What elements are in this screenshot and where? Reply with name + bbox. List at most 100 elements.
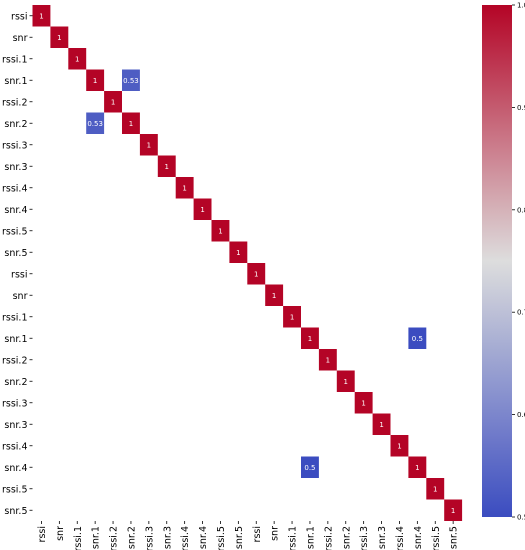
x-tick-label: rssi: [37, 526, 48, 542]
colorbar-tick-label: 0.9: [517, 104, 525, 112]
colorbar: 0.5 0.6 0.7 0.8 0.9 1.0: [482, 2, 525, 522]
heatmap-cell-value: 1: [57, 34, 61, 42]
x-tick-label: snr.5: [234, 526, 245, 549]
y-tick-label: snr: [13, 291, 28, 302]
x-tick-label: snr.3: [377, 526, 388, 549]
y-tick-label: snr.5: [4, 506, 27, 517]
y-tick-label: snr.2: [4, 119, 27, 130]
heatmap-cell-value: 1: [379, 421, 383, 429]
heatmap-cell-value: 1: [326, 356, 330, 364]
heatmap-cell: [318, 349, 337, 371]
y-tick-label: rssi: [11, 269, 27, 280]
heatmap-cell: [408, 327, 427, 349]
colorbar-tick-label: 0.8: [517, 206, 525, 214]
x-tick-label: rssi.2: [323, 526, 334, 550]
heatmap-cell: [68, 48, 87, 70]
heatmap-cell-value: 0.5: [412, 335, 423, 343]
heatmap-cell-labels: 1 1 1 1 1 1 1 1 1 1 1 1 1 1 1 1 1 1 1 1 1 1 1 1 0.53 0.53 0.5 0.5: [39, 12, 455, 515]
y-tick-label: snr.5: [4, 248, 27, 259]
heatmap-cell-value: 0.53: [123, 77, 139, 85]
y-tick-label: snr.1: [4, 76, 27, 87]
x-tick-label: snr: [270, 526, 281, 541]
heatmap-cell: [336, 370, 355, 392]
y-tick-label: snr.3: [4, 162, 27, 173]
heatmap-cell: [32, 5, 51, 27]
heatmap-cell: [122, 112, 140, 134]
heatmap-cell-value: 1: [344, 378, 348, 386]
heatmap-cell-value: 1: [182, 184, 186, 192]
x-tick-label: snr.1: [305, 526, 316, 549]
x-tick-label: rssi.5: [216, 526, 227, 550]
y-tick-label: rssi.1: [2, 312, 28, 323]
heatmap-cell: [354, 392, 373, 414]
y-tick-label: rssi.2: [2, 355, 28, 366]
heatmap-cell: [444, 499, 463, 521]
heatmap-cell-value: 1: [236, 249, 240, 257]
heatmap-cell: [301, 327, 319, 349]
heatmap-cell: [283, 306, 301, 328]
colorbar-tick-label: 0.5: [517, 514, 525, 522]
x-tick-label: snr.2: [341, 526, 352, 549]
x-tick-label: rssi.4: [395, 526, 406, 550]
y-tick-label: rssi.1: [2, 54, 28, 65]
heatmap-cell: [229, 241, 248, 263]
heatmap-cell-value: 1: [218, 227, 222, 235]
x-tick-label: snr.2: [126, 526, 137, 549]
x-tick-label: snr.4: [198, 526, 209, 549]
x-tick-label: rssi.3: [359, 526, 370, 550]
heatmap-cell: [426, 478, 445, 500]
heatmap-cell-value: 1: [361, 399, 365, 407]
colorbar-tick-label: 1.0: [517, 2, 525, 10]
colorbar-gradient: [482, 5, 512, 517]
y-axis: rssi snr rssi.1 snr.1 rssi.2 snr.2 rssi.3 snr.3…: [2, 11, 33, 517]
y-tick-label: snr.1: [4, 334, 27, 345]
heatmap-cell-value: 0.53: [87, 120, 103, 128]
heatmap-cell-value: 1: [308, 335, 312, 343]
heatmap-cell: [86, 112, 105, 134]
heatmap-cell-value: 1: [93, 77, 97, 85]
y-tick-label: rssi.2: [2, 97, 28, 108]
y-tick-label: rssi.3: [2, 140, 28, 151]
x-tick-label: snr.3: [162, 526, 173, 549]
heatmap-cell-value: 1: [451, 507, 455, 515]
heatmap-cell: [86, 69, 105, 91]
heatmap-cell: [139, 134, 158, 156]
heatmap-cell: [301, 456, 319, 478]
heatmap-cell: [372, 413, 391, 435]
heatmap-cell: [265, 284, 284, 306]
heatmap-cell-value: 1: [39, 12, 43, 20]
x-tick-label: rssi.5: [431, 526, 442, 550]
colorbar-tick-label: 0.6: [517, 411, 525, 419]
y-tick-label: snr.4: [4, 205, 27, 216]
heatmap-cell: [122, 69, 140, 91]
heatmap-cell: [104, 91, 122, 113]
x-axis: rssi snr rssi.1 snr.1 rssi.2 snr.2 rssi.3 snr.3…: [37, 521, 460, 550]
y-tick-label: snr.4: [4, 463, 27, 474]
heatmap-cell-value: 1: [272, 292, 276, 300]
heatmap-cell: [211, 220, 230, 242]
heatmap-cell-value: 1: [415, 464, 419, 472]
heatmap-cell-value: 1: [129, 120, 133, 128]
x-tick-label: rssi.4: [180, 526, 191, 550]
x-tick-label: snr.4: [413, 526, 424, 549]
x-tick-label: snr: [55, 526, 66, 541]
x-tick-label: rssi: [252, 526, 263, 542]
y-tick-label: rssi: [11, 11, 27, 22]
x-tick-label: rssi.1: [288, 526, 299, 550]
heatmap-cell-value: 1: [200, 206, 204, 214]
heatmap-cell: [408, 456, 427, 478]
heatmap-cell-value: 1: [290, 313, 294, 321]
heatmap-cells: [32, 5, 463, 521]
heatmap-cell: [193, 198, 212, 220]
heatmap-cell: [175, 177, 194, 199]
x-tick-label: rssi.2: [109, 526, 120, 550]
y-tick-label: snr.2: [4, 377, 27, 388]
x-tick-label: snr.1: [91, 526, 102, 549]
heatmap-cell: [50, 26, 69, 48]
x-tick-label: snr.5: [449, 526, 460, 549]
y-tick-label: rssi.4: [2, 441, 28, 452]
x-tick-label: rssi.1: [73, 526, 84, 550]
heatmap-cell-value: 1: [147, 141, 151, 149]
heatmap-cell-value: 1: [433, 485, 437, 493]
